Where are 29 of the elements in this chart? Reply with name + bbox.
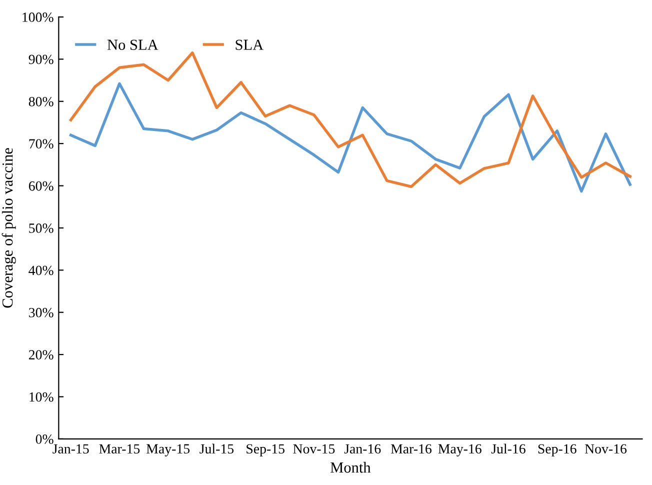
x-tick-label: Mar-15 bbox=[99, 444, 140, 454]
y-tick-label: 60% bbox=[28, 181, 54, 191]
x-axis-title: Month bbox=[330, 462, 371, 473]
y-axis-title: Coverage of polio vaccine bbox=[2, 148, 16, 308]
x-tick-label: Jul-15 bbox=[200, 444, 234, 454]
y-tick-label: 40% bbox=[28, 266, 54, 276]
legend-label: No SLA bbox=[107, 40, 158, 50]
y-tick-label: 0% bbox=[36, 434, 54, 444]
x-tick-label: May-15 bbox=[146, 444, 190, 456]
x-tick-label: Nov-15 bbox=[293, 444, 335, 454]
y-tick-label: 100% bbox=[22, 12, 54, 22]
y-tick-label: 50% bbox=[29, 224, 54, 233]
line-series bbox=[69, 51, 632, 188]
y-tick-label: 20% bbox=[28, 350, 54, 360]
x-tick-label: May-16 bbox=[438, 444, 482, 456]
legend-label: SLA bbox=[236, 40, 264, 50]
y-tick-label: 10% bbox=[30, 392, 54, 402]
x-tick-label: Sep-16 bbox=[538, 444, 576, 456]
x-tick-label: Nov-16 bbox=[584, 444, 627, 454]
x-tick-label: Mar-16 bbox=[390, 444, 432, 454]
x-tick-label: Sep-15 bbox=[246, 444, 284, 456]
x-tick-label: Jul-16 bbox=[491, 444, 526, 454]
x-tick-label: Jan-15 bbox=[52, 444, 89, 454]
line-series bbox=[69, 82, 632, 193]
y-tick-label: 70% bbox=[29, 139, 54, 149]
y-tick-label: 80% bbox=[28, 96, 54, 106]
y-tick-label: 90% bbox=[28, 54, 54, 64]
x-tick-label: Jan-16 bbox=[344, 444, 381, 454]
y-tick-label: 30% bbox=[29, 308, 54, 318]
